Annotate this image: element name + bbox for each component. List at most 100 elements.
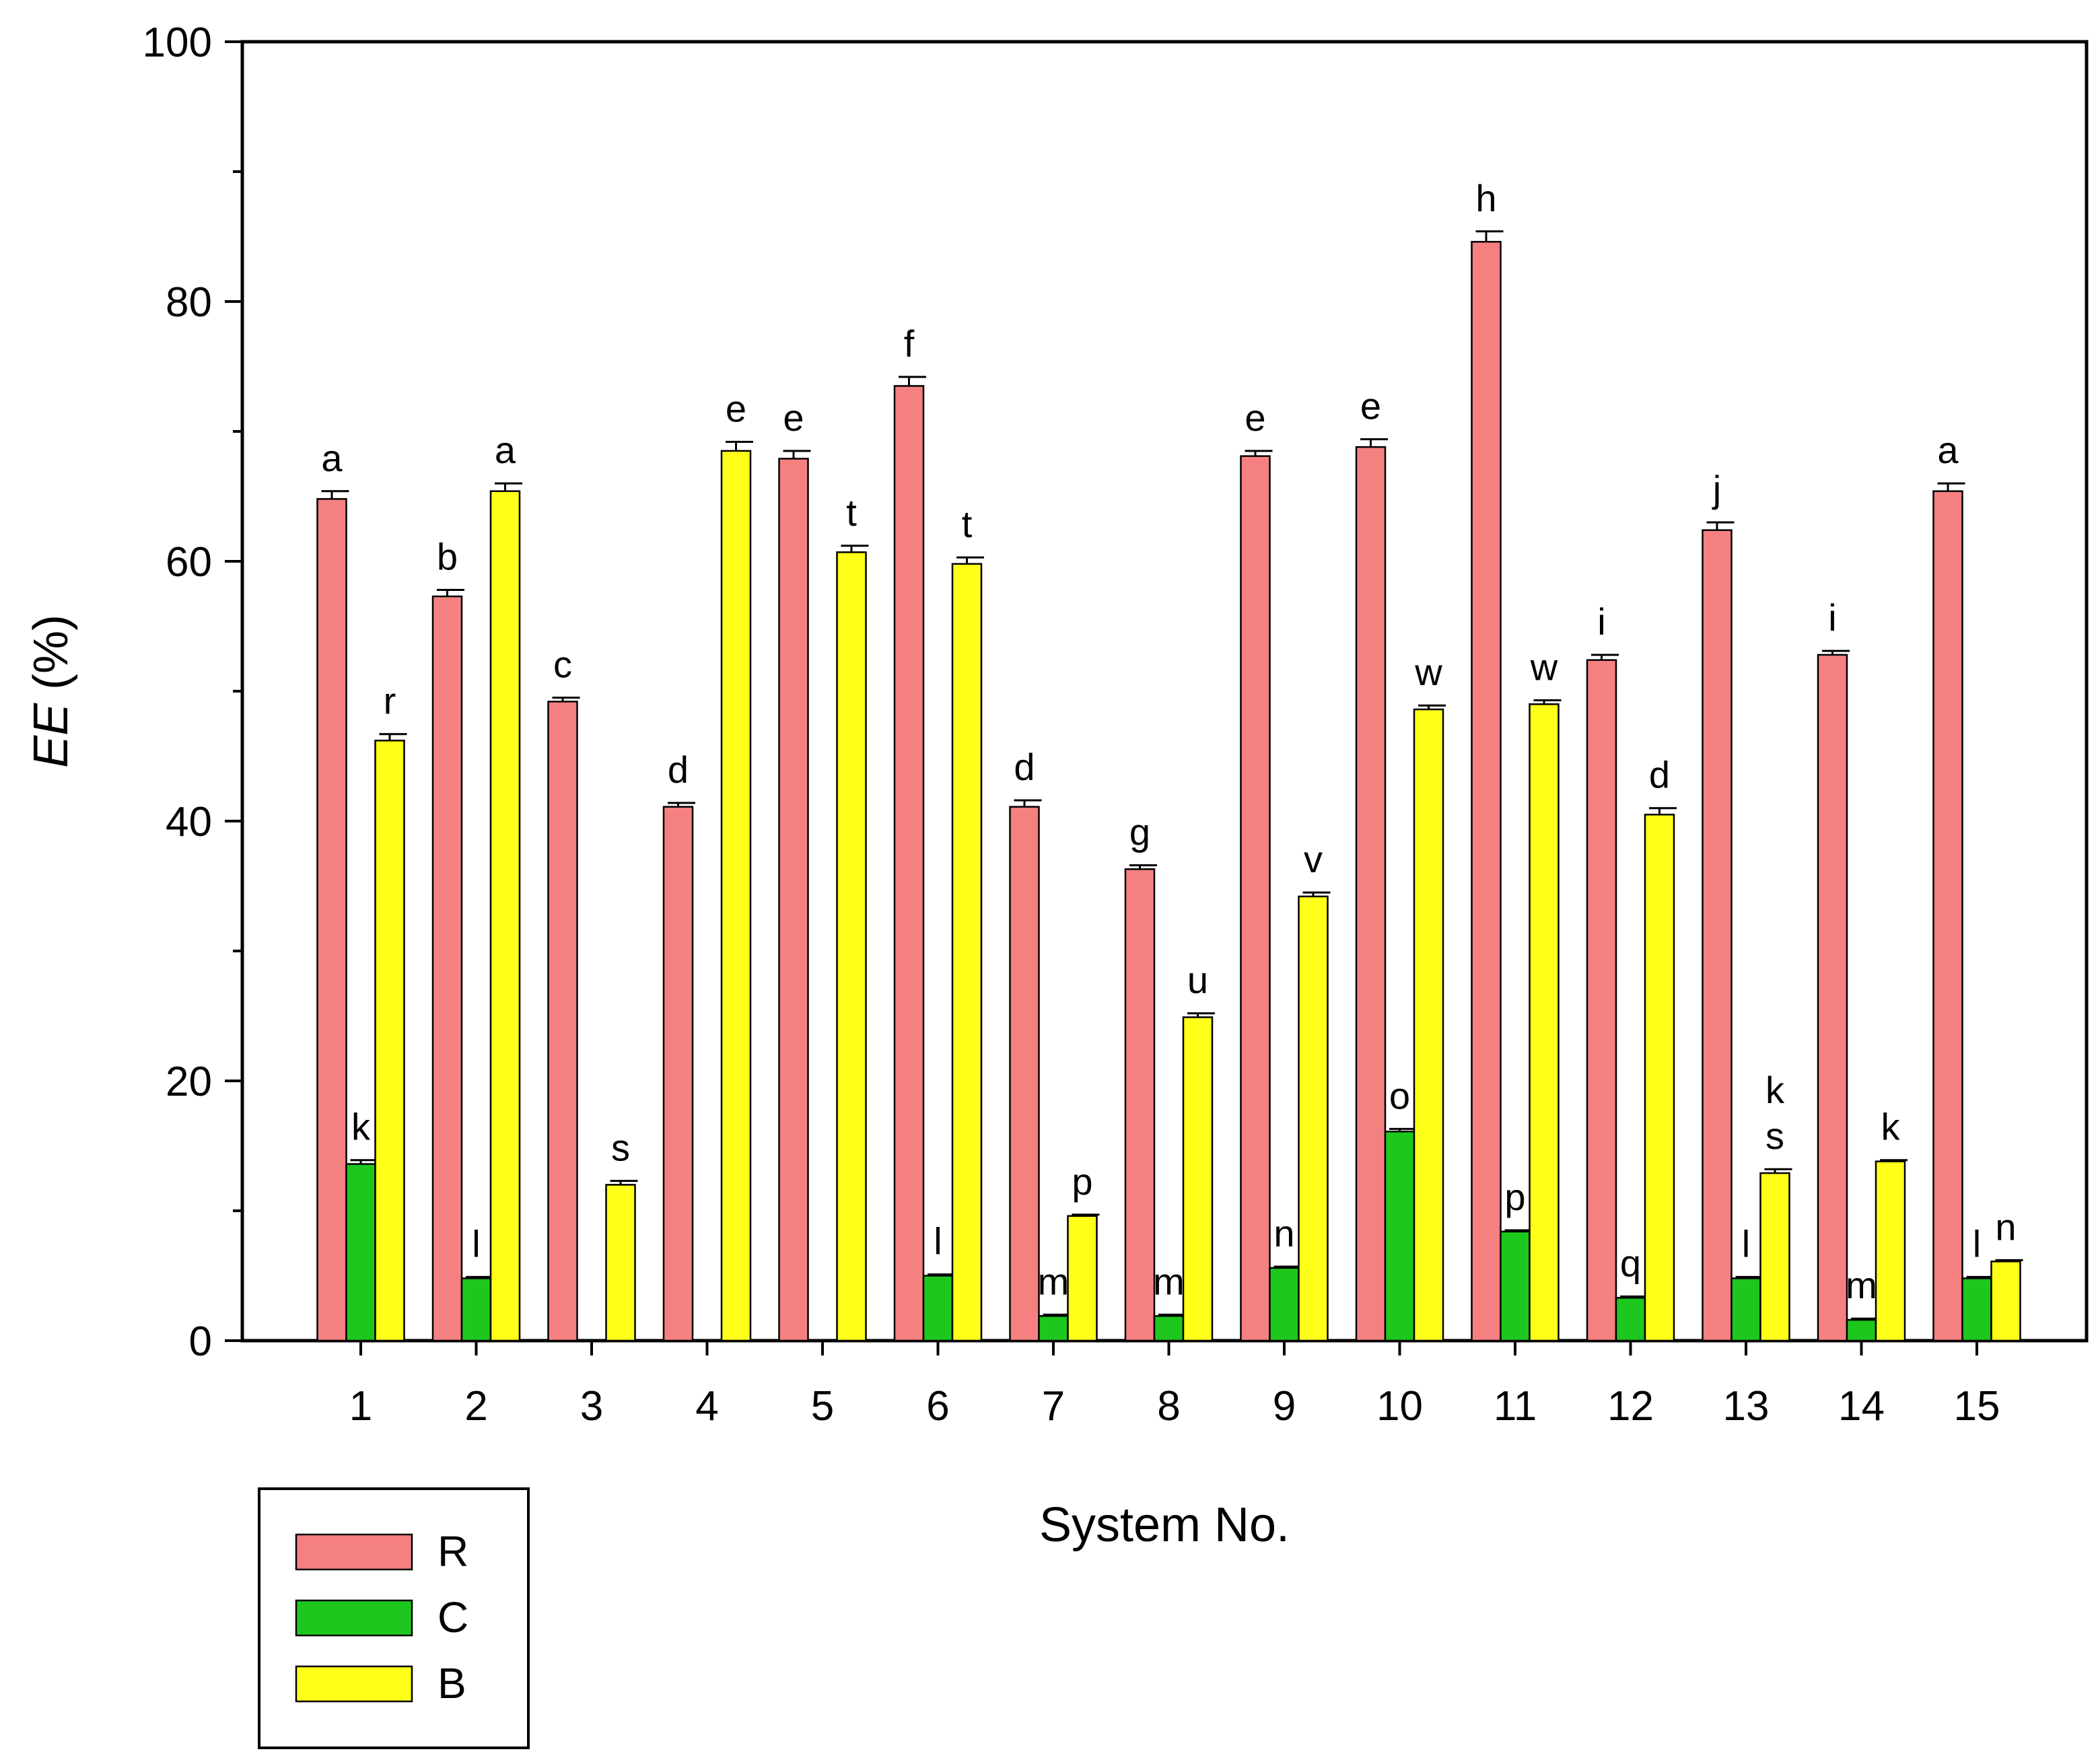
letter-B: s [611, 1127, 630, 1169]
letter-B: k [1765, 1069, 1785, 1111]
legend-label-C: C [438, 1593, 468, 1642]
x-tick-label: 14 [1838, 1383, 1885, 1430]
bar-C [1730, 1277, 1761, 1342]
y-axis-title: EE (%) [24, 614, 78, 768]
y-tick-label: 100 [143, 20, 212, 66]
letter-B: v [1304, 838, 1323, 880]
letter-B: t [846, 491, 857, 534]
bar-B [1529, 703, 1560, 1342]
letter-B: u [1187, 959, 1208, 1001]
letter-R: c [553, 643, 572, 686]
bar-C [1846, 1318, 1877, 1342]
bar-R [1124, 868, 1156, 1342]
letter-B: r [384, 680, 396, 722]
x-tick-label: 12 [1607, 1383, 1654, 1430]
letter-C: l [1973, 1222, 1981, 1265]
x-tick-label: 13 [1723, 1383, 1770, 1430]
bar-B [1990, 1261, 2021, 1342]
letter-R: a [1937, 429, 1959, 471]
y-tick-label: 80 [166, 279, 212, 326]
bar-B [1644, 814, 1675, 1342]
letter-B: s [1765, 1115, 1784, 1157]
x-tick-label: 1 [349, 1383, 372, 1430]
bar-R [1471, 240, 1502, 1342]
bar-C [1500, 1230, 1531, 1342]
bar-C [1269, 1267, 1300, 1342]
bar-R [1355, 446, 1387, 1342]
bar-R [1932, 490, 1963, 1342]
x-tick-label: 3 [580, 1383, 603, 1430]
letter-B: e [726, 387, 746, 429]
letter-B: w [1414, 651, 1442, 693]
bar-R [1009, 806, 1040, 1342]
bar-B [720, 450, 752, 1342]
bar-B [1875, 1160, 1906, 1342]
letter-R: i [1828, 596, 1836, 639]
bar-C [1961, 1277, 1992, 1342]
bar-B [836, 551, 867, 1342]
legend-swatch-C [295, 1599, 413, 1637]
letter-C: q [1620, 1242, 1641, 1284]
letter-R: g [1129, 811, 1150, 853]
bar-B [1413, 708, 1444, 1342]
bar-R [1586, 659, 1617, 1342]
letter-R: j [1712, 468, 1721, 510]
letter-C: l [472, 1222, 480, 1265]
bar-B [1759, 1172, 1790, 1342]
letter-B: k [1881, 1106, 1901, 1148]
x-tick-label: 15 [1954, 1383, 2000, 1430]
x-axis: 1 2 3 4 5 6 7 8 9 10 11 12 13 14 15 [349, 1341, 2000, 1430]
bar-B [1182, 1016, 1214, 1342]
bar-R [1817, 654, 1848, 1342]
x-tick-label: 5 [811, 1383, 834, 1430]
bar-R [662, 806, 694, 1342]
letter-B: a [495, 429, 516, 471]
x-tick-label: 10 [1376, 1383, 1423, 1430]
bar-R [1240, 455, 1271, 1342]
bar-C [1153, 1315, 1185, 1342]
bar-R [778, 458, 809, 1342]
letter-R: e [783, 396, 804, 439]
y-tick-label: 0 [189, 1318, 212, 1365]
letter-R: a [321, 437, 343, 479]
letter-C: l [1742, 1222, 1750, 1265]
letter-R: d [1014, 746, 1035, 788]
letter-R: e [1245, 396, 1265, 439]
legend-swatch-R [295, 1533, 413, 1571]
x-tick-label: 6 [926, 1383, 949, 1430]
legend: RCB [258, 1487, 530, 1749]
letter-R: h [1475, 177, 1496, 219]
letter-C: n [1273, 1212, 1294, 1255]
y-tick-label: 40 [166, 799, 212, 845]
x-tick-label: 11 [1494, 1383, 1537, 1430]
legend-swatch-B [295, 1665, 413, 1703]
letter-C: o [1389, 1074, 1410, 1117]
y-tick-label: 20 [166, 1059, 212, 1105]
bar-R [431, 595, 463, 1342]
bar-C [922, 1275, 954, 1342]
letter-B: t [962, 503, 973, 545]
x-tick-label: 9 [1273, 1383, 1296, 1430]
legend-label-B: B [438, 1659, 466, 1707]
bar-B [605, 1184, 636, 1342]
x-tick-label: 8 [1157, 1383, 1180, 1430]
letter-B: w [1530, 646, 1558, 689]
bar-R [1702, 529, 1733, 1342]
letter-B: p [1072, 1160, 1092, 1203]
letter-C: m [1153, 1260, 1185, 1302]
x-tick-label: 7 [1042, 1383, 1065, 1430]
bar-B [951, 563, 983, 1342]
letter-R: e [1360, 385, 1381, 427]
bar-B [374, 740, 405, 1342]
bar-B [1067, 1215, 1098, 1342]
letter-R: i [1597, 600, 1605, 643]
x-axis-title: System No. [1039, 1498, 1290, 1552]
x-tick-label: 2 [464, 1383, 487, 1430]
bars [316, 230, 2023, 1342]
bar-C [1384, 1131, 1415, 1342]
letter-C: m [1038, 1260, 1070, 1302]
y-axis-title-unit: (%) [24, 614, 78, 703]
bar-B [489, 490, 521, 1342]
bar-R [547, 701, 578, 1342]
